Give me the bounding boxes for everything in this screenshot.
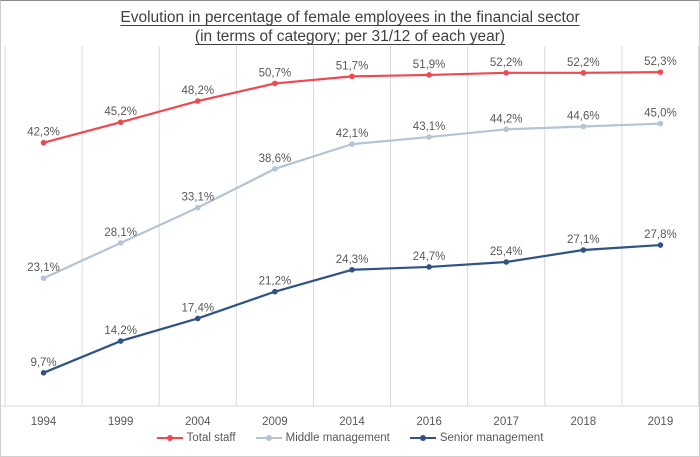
x-axis-tick-label: 2018 xyxy=(571,416,597,428)
data-label: 52,2% xyxy=(567,57,600,69)
data-point-marker xyxy=(117,119,124,126)
data-label: 9,7% xyxy=(30,357,56,369)
data-label: 50,7% xyxy=(259,67,292,79)
x-axis-tick-label: 1994 xyxy=(31,416,57,428)
data-label: 28,1% xyxy=(104,227,137,239)
data-label: 44,2% xyxy=(490,113,523,125)
legend-item-total-staff: Total staff xyxy=(156,432,236,444)
data-label: 24,7% xyxy=(413,251,446,263)
data-label: 24,3% xyxy=(336,254,369,266)
legend-line-marker-icon xyxy=(156,435,183,441)
data-point-marker xyxy=(580,123,587,130)
data-point-marker xyxy=(503,259,510,265)
data-point-marker xyxy=(349,266,355,273)
data-label: 45,2% xyxy=(104,106,137,118)
data-label: 52,3% xyxy=(644,56,677,68)
legend-label: Middle management xyxy=(285,432,390,444)
data-point-marker xyxy=(194,98,201,104)
data-label: 51,9% xyxy=(413,59,446,71)
data-point-marker xyxy=(40,275,47,282)
data-label: 52,2% xyxy=(490,57,523,69)
chart-title: Evolution in percentage of female employ… xyxy=(1,8,699,46)
data-label: 14,2% xyxy=(104,325,137,337)
data-point-marker xyxy=(657,242,664,248)
chart-title-line2: (in terms of category; per 31/12 of each… xyxy=(194,28,506,45)
x-axis-tick-label: 2014 xyxy=(339,416,365,428)
legend-line-marker-icon xyxy=(255,435,282,441)
data-point-marker xyxy=(580,247,587,253)
legend-item-senior-management: Senior management xyxy=(409,432,544,444)
line-chart-plot-area: 1994 1999 2004 2009 2014 2016 2017 2018 2019 42,3… xyxy=(1,46,699,428)
x-axis-tick-label: 2017 xyxy=(493,416,519,428)
data-point-marker xyxy=(580,70,587,76)
legend-label: Total staff xyxy=(186,432,236,444)
data-label: 42,1% xyxy=(336,128,369,140)
data-label: 23,1% xyxy=(27,262,60,274)
data-point-marker xyxy=(349,141,355,147)
data-point-marker xyxy=(503,126,510,133)
data-label: 45,0% xyxy=(644,108,677,120)
legend-dot-icon xyxy=(166,435,173,441)
data-point-marker xyxy=(657,120,664,127)
chart-legend: Total staff Middle management Senior manag… xyxy=(1,432,699,444)
data-point-marker xyxy=(40,370,47,376)
data-label: 38,6% xyxy=(259,153,292,165)
x-axis-tick-label: 2016 xyxy=(416,416,442,428)
x-axis-tick-label: 1999 xyxy=(108,416,134,428)
data-label: 51,7% xyxy=(336,60,369,72)
data-point-marker xyxy=(272,80,278,87)
data-point-marker xyxy=(272,288,278,295)
chart-title-line1: Evolution in percentage of female employ… xyxy=(120,9,580,26)
data-label: 21,2% xyxy=(259,276,292,288)
data-point-marker xyxy=(349,73,355,80)
legend-item-middle-management: Middle management xyxy=(255,432,390,444)
legend-line-marker-icon xyxy=(409,435,436,441)
x-axis-tick-label: 2009 xyxy=(262,416,288,428)
legend-label: Senior management xyxy=(439,432,544,444)
data-point-marker xyxy=(426,264,432,270)
data-point-marker xyxy=(426,72,432,78)
data-point-marker xyxy=(272,166,278,172)
data-point-marker xyxy=(194,315,201,322)
x-axis-tick-label: 2004 xyxy=(185,416,211,428)
data-point-marker xyxy=(40,139,47,146)
data-point-marker xyxy=(426,134,432,140)
data-point-marker xyxy=(657,69,664,75)
data-label: 48,2% xyxy=(181,85,214,97)
x-axis-tick-label: 2019 xyxy=(648,416,674,428)
data-label: 17,4% xyxy=(181,302,214,314)
legend-dot-icon xyxy=(419,435,426,441)
data-label: 27,8% xyxy=(644,229,677,241)
data-label: 33,1% xyxy=(181,192,214,204)
data-label: 25,4% xyxy=(490,246,523,258)
data-label: 44,6% xyxy=(567,110,600,122)
data-label: 27,1% xyxy=(567,234,600,246)
data-point-marker xyxy=(117,240,124,246)
data-point-marker xyxy=(503,70,510,76)
data-label: 43,1% xyxy=(413,121,446,133)
data-label: 42,3% xyxy=(27,127,60,139)
data-point-marker xyxy=(194,204,201,211)
legend-dot-icon xyxy=(265,435,272,441)
data-point-marker xyxy=(117,338,124,344)
